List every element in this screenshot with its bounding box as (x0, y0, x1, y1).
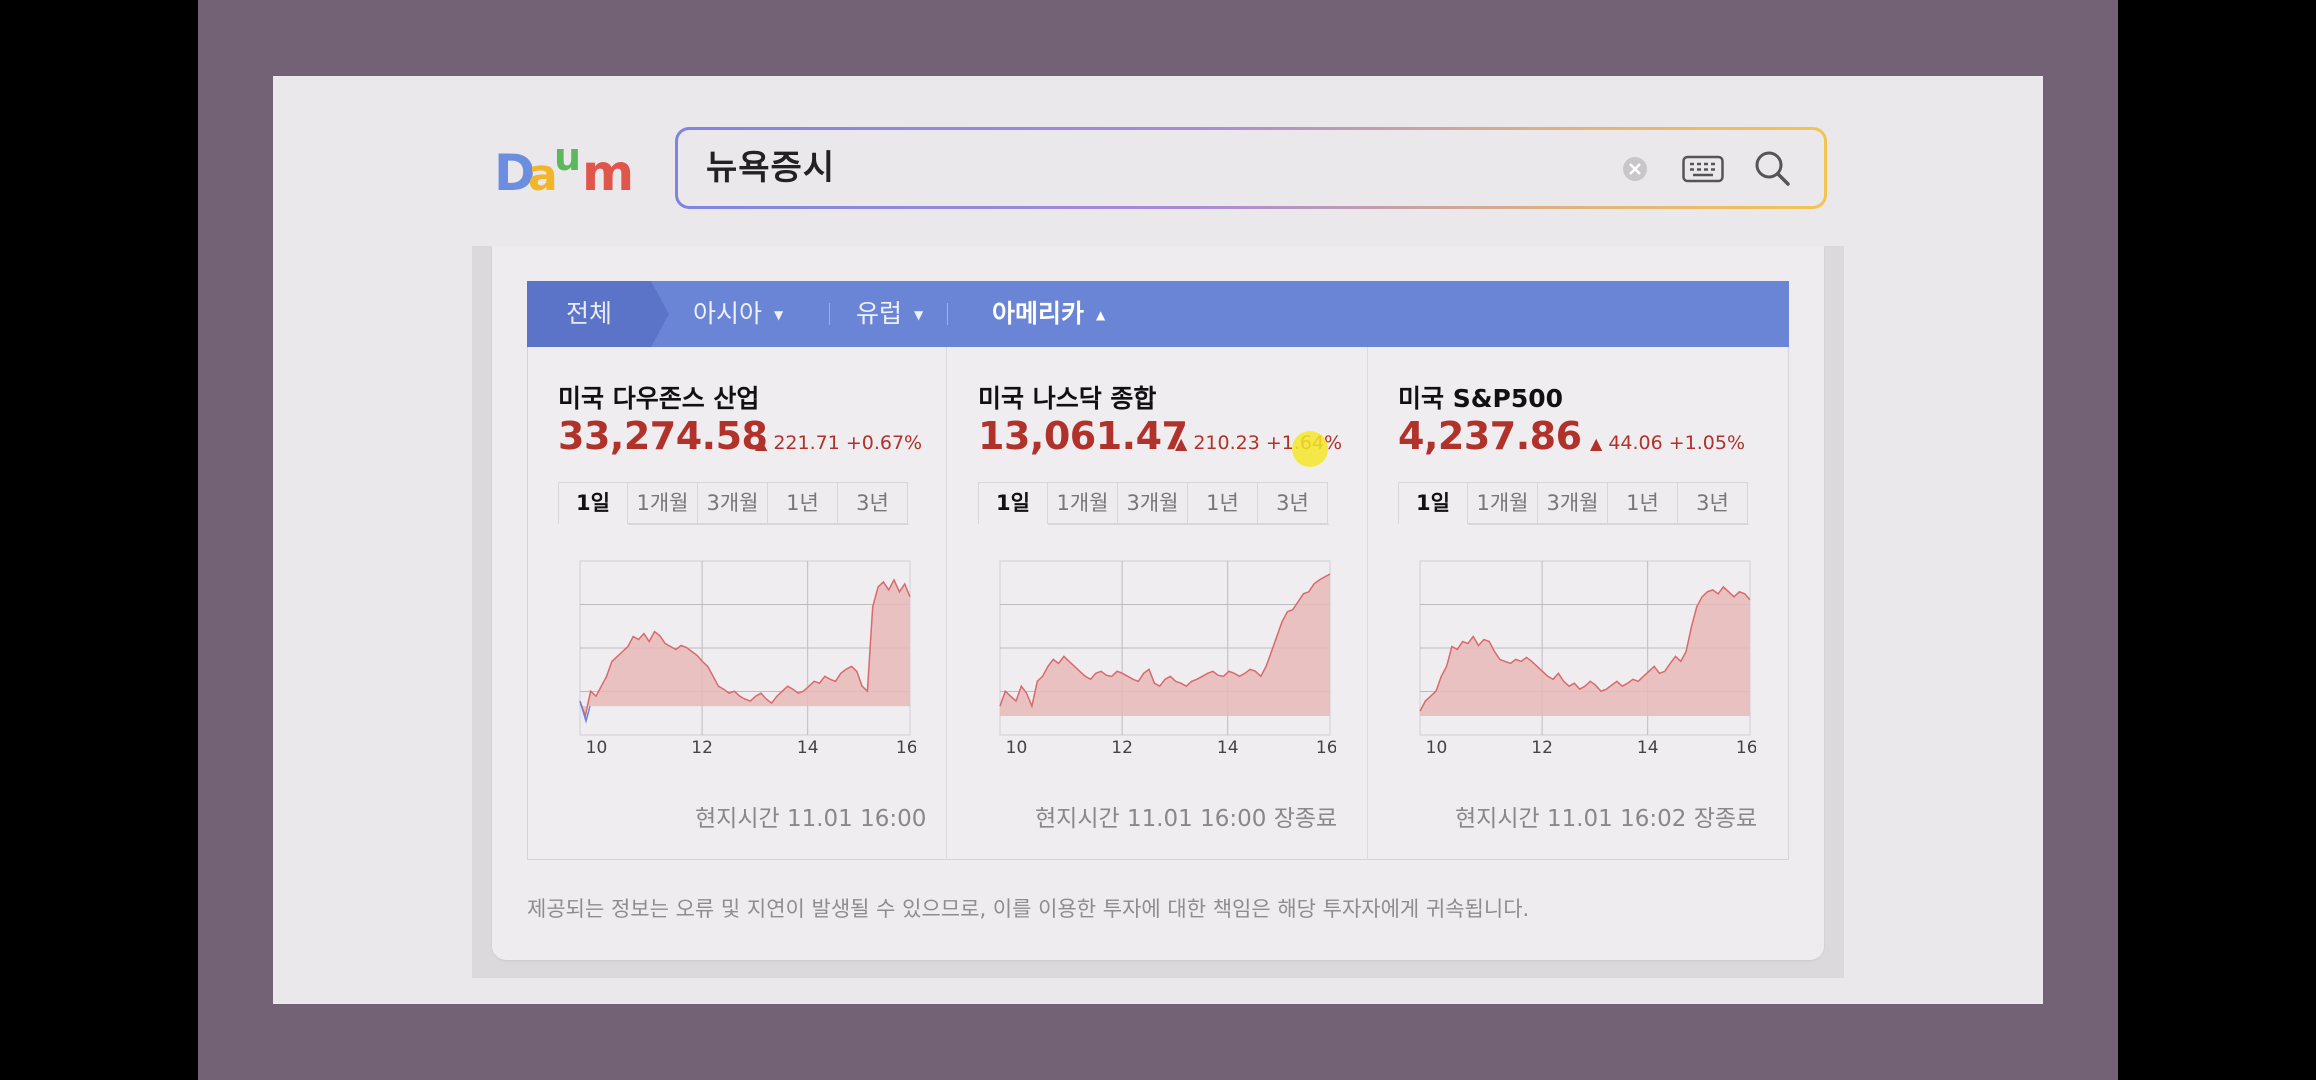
tab-separator (829, 303, 830, 325)
area-line (1419, 585, 1751, 712)
x-tick-label: 16 (1736, 738, 1756, 755)
chevron-up-icon: ▲ (1096, 308, 1106, 322)
period-tab[interactable]: 1년 (768, 482, 838, 524)
index-name[interactable]: 미국 S&P500 (1398, 384, 1564, 413)
index-price: 33,274.58 (558, 414, 768, 458)
area-fill (1000, 574, 1330, 717)
svg-text:m: m (582, 144, 634, 200)
period-tab[interactable]: 3개월 (1538, 482, 1608, 524)
x-tick-label: 12 (691, 738, 713, 755)
area-fill (580, 579, 910, 716)
x-tick-label: 12 (1531, 738, 1553, 755)
period-tab[interactable]: 3년 (838, 482, 908, 524)
intraday-chart: 10 12 14 16 (579, 560, 916, 755)
up-triangle-icon: ▲ (755, 434, 768, 453)
up-triangle-icon: ▲ (1590, 434, 1603, 453)
tab-america-label: 아메리카 (992, 299, 1085, 328)
panel-divider (1367, 347, 1368, 860)
index-price: 4,237.86 (1398, 414, 1582, 458)
x-tick-label: 16 (896, 738, 916, 755)
index-panels (527, 347, 1789, 860)
period-tabs: 1일 1개월 3개월 1년 3년 (558, 482, 908, 526)
search-input[interactable]: 뉴욕증시 (706, 148, 836, 188)
search-box[interactable]: 뉴욕증시 (675, 127, 1827, 209)
index-name[interactable]: 미국 다우존스 산업 (558, 384, 760, 413)
index-change-value: 221.71 +0.67% (773, 432, 923, 454)
x-tick-label: 10 (1006, 738, 1028, 755)
x-tick-label: 10 (586, 738, 608, 755)
intraday-chart: 10 12 14 16 (1419, 560, 1756, 755)
period-tab[interactable]: 1개월 (1048, 482, 1118, 524)
intraday-chart: 10 12 14 16 (999, 560, 1336, 755)
period-tab[interactable]: 3년 (1258, 482, 1328, 524)
x-tick-label: 14 (797, 738, 819, 755)
period-tab[interactable]: 1일 (1398, 482, 1468, 524)
tab-asia-label: 아시아 (693, 299, 763, 328)
area-line (999, 573, 1331, 709)
period-tab[interactable]: 1일 (978, 482, 1048, 524)
period-tab-underline (1048, 524, 1329, 525)
x-tick-label: 12 (1111, 738, 1133, 755)
period-tabs: 1일 1개월 3개월 1년 3년 (1398, 482, 1748, 526)
daum-logo[interactable]: D a u m (492, 132, 642, 200)
index-change-value: 44.06 +1.05% (1608, 432, 1746, 454)
period-tab[interactable]: 1년 (1188, 482, 1258, 524)
timestamp: 현지시간 11.01 16:00 장종료 (1035, 806, 1338, 832)
period-tab[interactable]: 3년 (1678, 482, 1748, 524)
area-line (579, 578, 911, 719)
index-change: ▲ 44.06 +1.05% (1590, 432, 1745, 454)
period-tab[interactable]: 3개월 (1118, 482, 1188, 524)
clear-icon[interactable] (1622, 156, 1648, 182)
disclaimer-text: 제공되는 정보는 오류 및 지연이 발생될 수 있으므로, 이를 이용한 투자에… (527, 897, 1530, 921)
x-tick-label: 14 (1637, 738, 1659, 755)
cursor-highlight (1292, 431, 1328, 467)
panel-divider (946, 347, 947, 860)
x-tick-label: 16 (1316, 738, 1336, 755)
up-triangle-icon: ▲ (1175, 434, 1188, 453)
period-tabs: 1일 1개월 3개월 1년 3년 (978, 482, 1328, 526)
tab-europe-label: 유럽 (856, 299, 903, 328)
chevron-down-icon: ▼ (774, 308, 784, 322)
index-change: ▲ 221.71 +0.67% (755, 432, 922, 454)
keyboard-icon[interactable] (1682, 154, 1724, 184)
index-name[interactable]: 미국 나스닥 종합 (978, 384, 1157, 413)
tab-all-arrow (651, 281, 669, 347)
timestamp: 현지시간 11.01 16:00 (695, 806, 927, 832)
chevron-down-icon: ▼ (914, 308, 924, 322)
tab-america[interactable]: 아메리카 ▲ (992, 281, 1105, 347)
region-tab-bar (527, 281, 1789, 347)
timestamp: 현지시간 11.01 16:02 장종료 (1455, 806, 1758, 832)
tab-asia[interactable]: 아시아 ▼ (693, 281, 783, 347)
tab-separator (947, 303, 948, 325)
index-price: 13,061.47 (978, 414, 1188, 458)
area-fill (1420, 586, 1750, 717)
period-tab-underline (628, 524, 909, 525)
period-tab-underline (1468, 524, 1749, 525)
period-tab[interactable]: 3개월 (698, 482, 768, 524)
period-tab[interactable]: 1개월 (628, 482, 698, 524)
x-tick-label: 10 (1426, 738, 1448, 755)
svg-text:u: u (554, 135, 581, 179)
svg-text:a: a (528, 150, 558, 200)
tab-europe[interactable]: 유럽 ▼ (856, 281, 923, 347)
search-icon[interactable] (1752, 148, 1792, 188)
x-tick-label: 14 (1217, 738, 1239, 755)
period-tab[interactable]: 1개월 (1468, 482, 1538, 524)
svg-text:D: D (494, 144, 536, 200)
period-tab[interactable]: 1일 (558, 482, 628, 524)
period-tab[interactable]: 1년 (1608, 482, 1678, 524)
down-segment (579, 700, 591, 724)
tab-all[interactable]: 전체 (527, 281, 651, 347)
